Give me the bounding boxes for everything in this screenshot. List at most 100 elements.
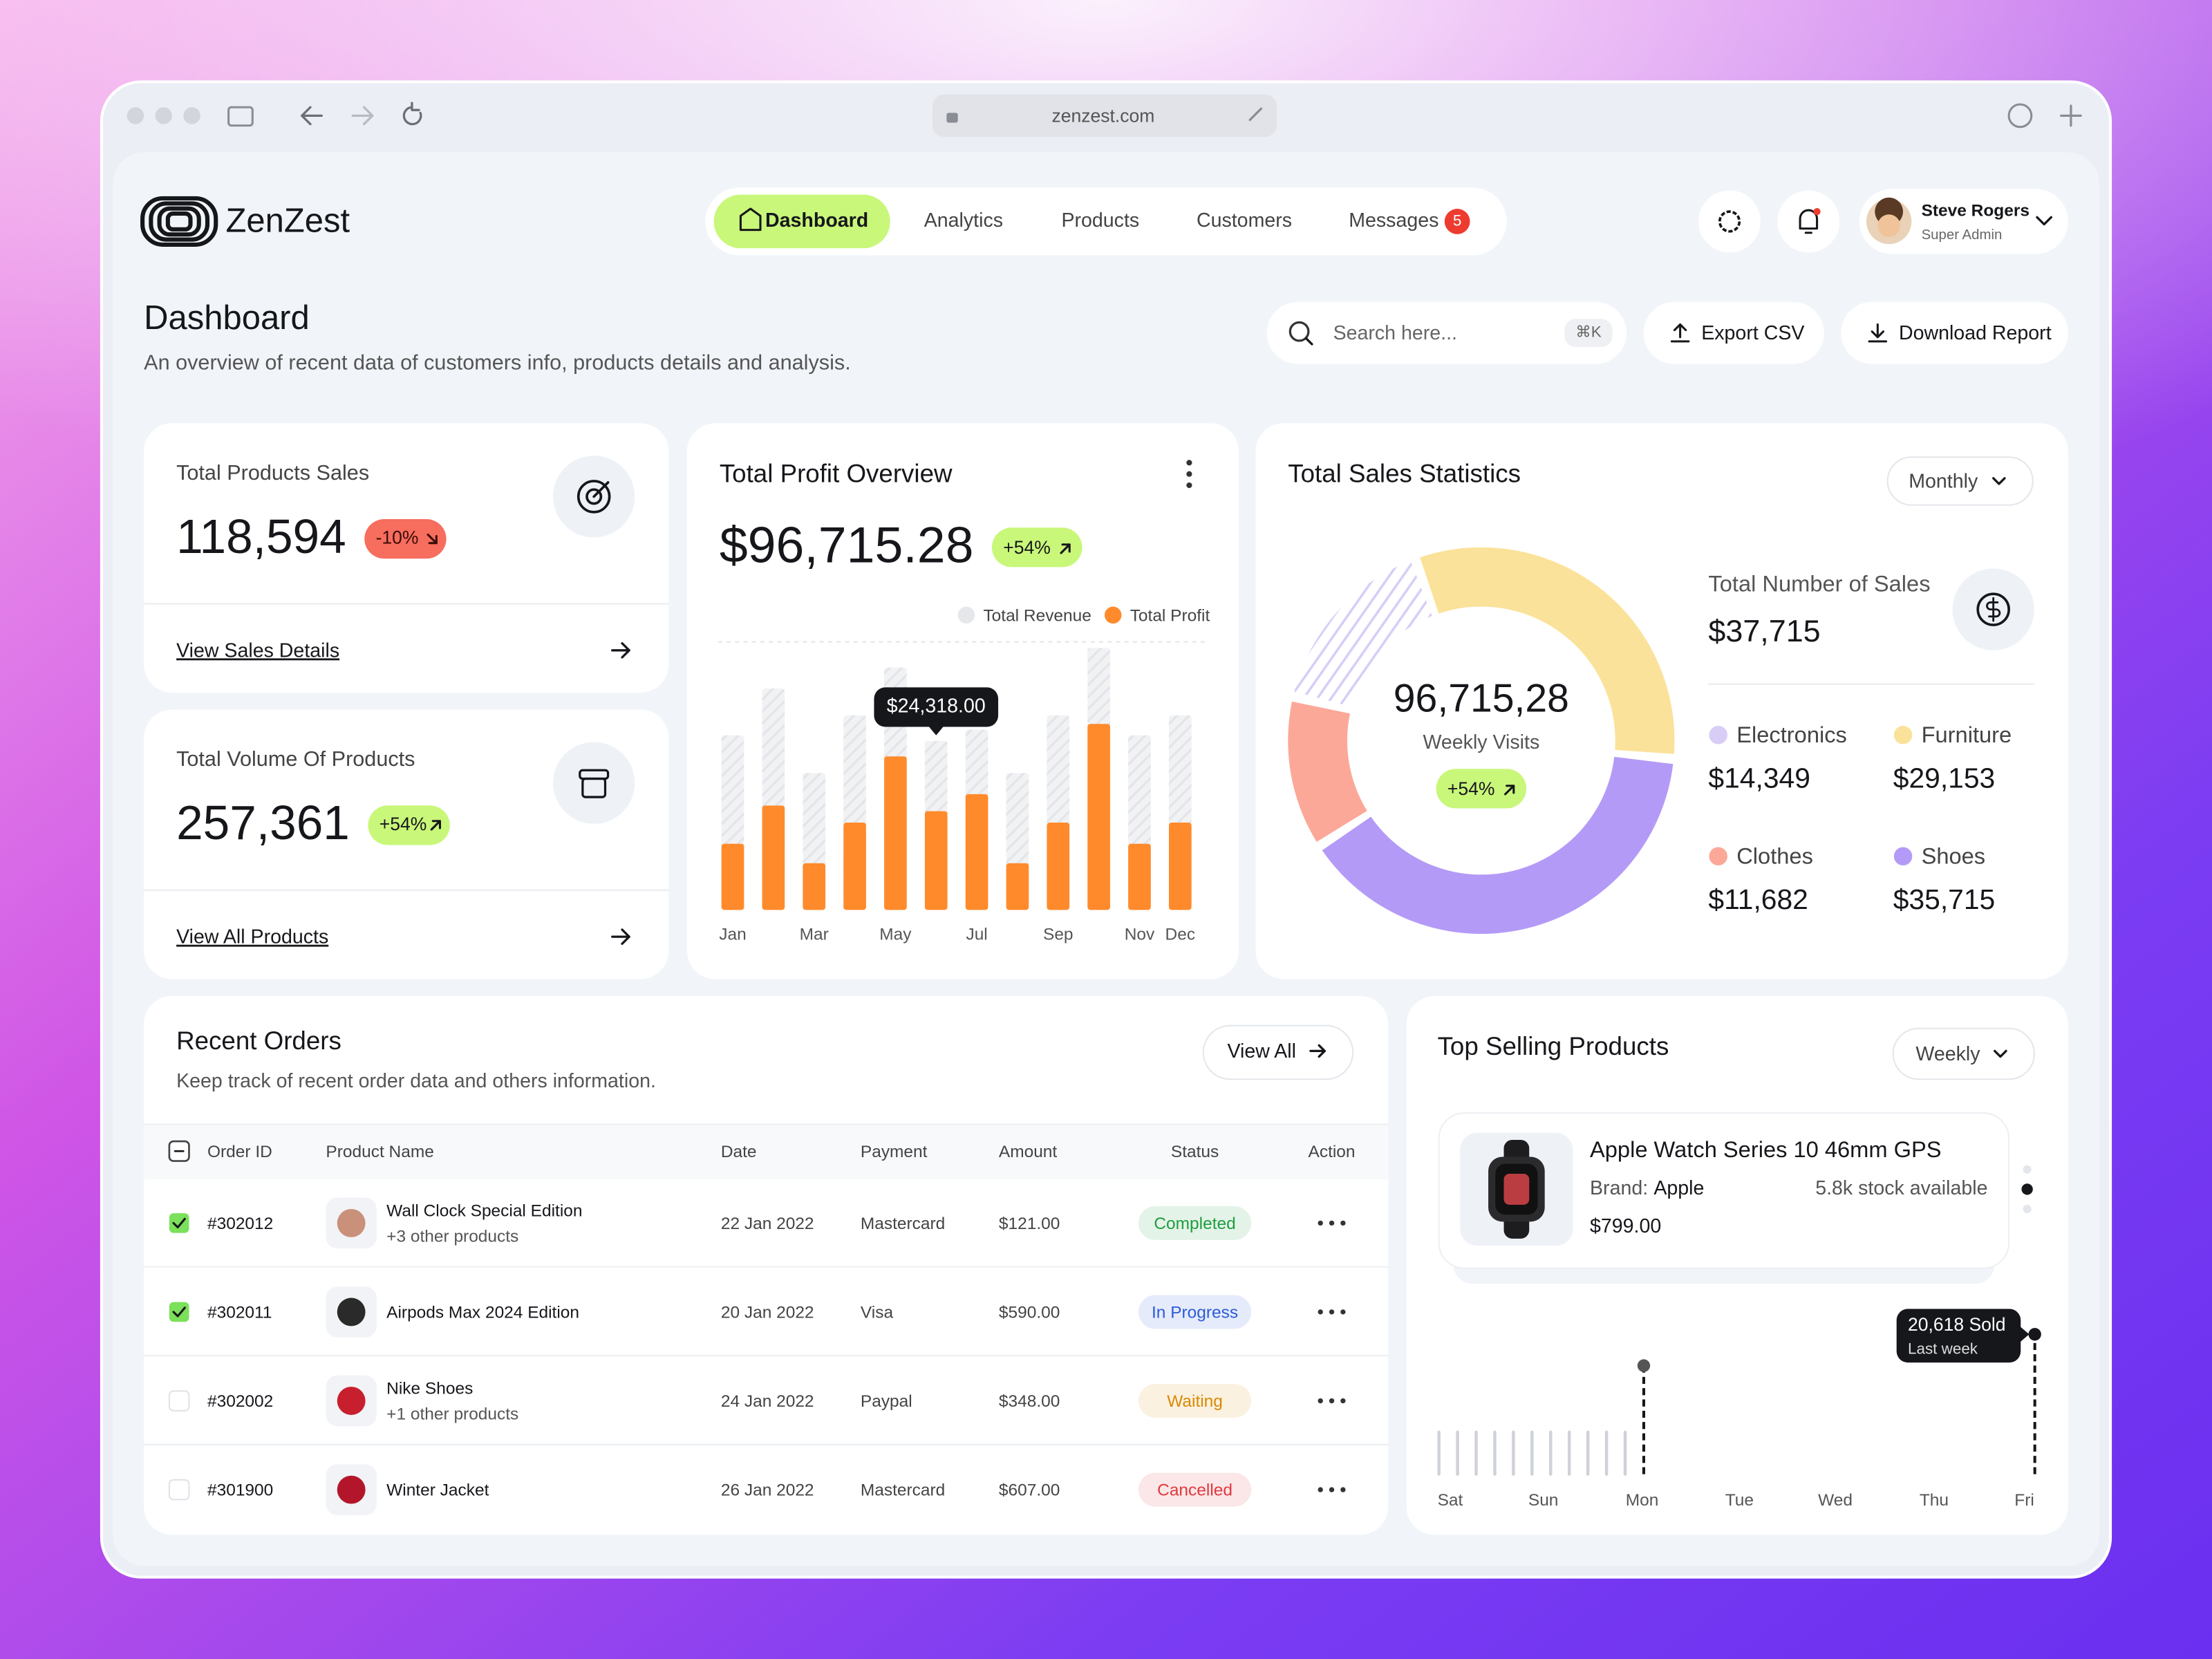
link-arrow[interactable] — [611, 641, 630, 659]
period-text[interactable]: Weekly — [1915, 1043, 1980, 1065]
product-name: Wall Clock Special Edition — [386, 1202, 582, 1221]
link-arrow[interactable] — [611, 928, 630, 945]
badge-arrow — [1504, 785, 1515, 796]
sidebar-icon — [227, 106, 254, 127]
nav-item[interactable]: Analytics — [924, 209, 1003, 232]
view-all-text[interactable]: View All — [1228, 1040, 1297, 1062]
nav-item[interactable]: Dashboard — [765, 209, 868, 232]
lock-icon — [946, 113, 958, 123]
order-payment: Paypal — [861, 1392, 912, 1411]
bar — [721, 843, 744, 910]
action-dot[interactable] — [1318, 1220, 1323, 1226]
kpi-change: -10% — [376, 527, 419, 548]
action-dot[interactable] — [1340, 1487, 1346, 1492]
product-extra: +1 other products — [386, 1405, 518, 1423]
x-tick-label: Sep — [1043, 926, 1074, 944]
row-checkbox[interactable] — [169, 1302, 189, 1322]
order-amount: $590.00 — [999, 1303, 1060, 1322]
avatar-face — [1877, 214, 1900, 237]
order-date: 24 Jan 2022 — [721, 1392, 814, 1411]
order-date: 22 Jan 2022 — [721, 1215, 814, 1233]
action-dot[interactable] — [1318, 1398, 1323, 1404]
order-amount: $348.00 — [999, 1392, 1060, 1411]
settings-button[interactable] — [1698, 190, 1761, 253]
donut-center-label: Weekly Visits — [1423, 731, 1539, 753]
menu-dot[interactable] — [1186, 471, 1192, 477]
user-role: Super Admin — [1922, 227, 2003, 243]
action-button-label[interactable]: Export CSV — [1701, 322, 1804, 344]
action-dot[interactable] — [1318, 1487, 1323, 1492]
reload-icon[interactable] — [402, 102, 422, 126]
tooltip-bg — [1896, 1309, 2021, 1363]
action-dot[interactable] — [1340, 1220, 1346, 1226]
chart-title: Total Sales Statistics — [1288, 459, 1521, 487]
menu-dot[interactable] — [1186, 482, 1192, 489]
kpi-link[interactable]: View All Products — [176, 926, 328, 948]
action-button[interactable] — [1841, 301, 2068, 364]
period-text[interactable]: Monthly — [1909, 471, 1978, 493]
nav-item[interactable]: Messages — [1349, 209, 1438, 232]
legend-swatch — [1893, 847, 1913, 866]
product-name: Winter Jacket — [386, 1481, 489, 1500]
action-dot[interactable] — [1329, 1220, 1335, 1226]
x-tick-label: Mar — [800, 926, 829, 944]
bar — [803, 863, 826, 910]
order-payment: Mastercard — [861, 1215, 945, 1233]
view-all-button[interactable] — [1202, 1024, 1354, 1080]
donut-center-value: 96,715,28 — [1394, 676, 1569, 720]
kpi-link[interactable]: View Sales Details — [176, 639, 339, 662]
nav-item[interactable]: Products — [1061, 209, 1139, 232]
brand-name: ZenZest — [226, 202, 350, 239]
action-dot[interactable] — [1340, 1398, 1346, 1404]
download-icon — [1868, 323, 1888, 343]
order-id: #301900 — [207, 1481, 273, 1500]
product-price: $799.00 — [1590, 1215, 1661, 1237]
bar — [884, 756, 907, 910]
action-dot[interactable] — [1329, 1487, 1335, 1492]
action-dot[interactable] — [1329, 1309, 1335, 1315]
x-tick-label: Nov — [1125, 926, 1155, 944]
period-select[interactable] — [1886, 456, 2034, 506]
url-bar — [932, 94, 1277, 137]
nav-item[interactable]: Customers — [1197, 209, 1292, 232]
tooltip-pointer — [929, 727, 944, 735]
carousel-dot — [2023, 1204, 2032, 1214]
action-dot[interactable] — [1329, 1398, 1335, 1404]
order-id: #302012 — [207, 1215, 273, 1233]
nav-badge-bg — [1444, 209, 1470, 234]
action-dot[interactable] — [1340, 1309, 1346, 1315]
user-name: Steve Rogers — [1922, 202, 2030, 221]
period-select[interactable] — [1892, 1027, 2035, 1080]
column-header: Product Name — [326, 1143, 433, 1161]
orders-subtitle: Keep track of recent order data and othe… — [176, 1070, 656, 1092]
kpi-change: +54% — [379, 814, 427, 834]
action-button[interactable] — [1643, 301, 1824, 364]
view-all-arrow — [1309, 1044, 1326, 1058]
legend-label: Total Profit — [1130, 606, 1210, 625]
nav-active-pill[interactable] — [713, 194, 890, 249]
kpi-title: Total Products Sales — [176, 461, 369, 485]
x-tick-label: Fri — [2014, 1491, 2034, 1510]
back-icon[interactable] — [301, 106, 323, 126]
status-pill — [1138, 1472, 1252, 1507]
user-menu[interactable] — [1859, 189, 2068, 254]
plus-icon — [2060, 104, 2082, 127]
watch-ring — [1503, 1173, 1530, 1205]
notification-button[interactable] — [1777, 190, 1840, 253]
row-checkbox[interactable] — [168, 1479, 190, 1501]
user-chevron — [2036, 216, 2052, 226]
menu-dot[interactable] — [1186, 460, 1192, 466]
search-box[interactable] — [1266, 301, 1627, 364]
action-dot[interactable] — [1318, 1309, 1323, 1315]
dollar-icon — [1976, 592, 2010, 626]
donut-segment — [1420, 547, 1675, 754]
check-mark — [172, 1217, 186, 1229]
legend-label: Electronics — [1736, 722, 1847, 747]
row-checkbox[interactable] — [169, 1213, 189, 1233]
action-button-label[interactable]: Download Report — [1899, 322, 2052, 344]
column-header: Order ID — [207, 1143, 272, 1161]
order-id: #302002 — [207, 1392, 273, 1411]
product-thumb-art — [337, 1297, 366, 1327]
row-checkbox[interactable] — [168, 1390, 190, 1412]
